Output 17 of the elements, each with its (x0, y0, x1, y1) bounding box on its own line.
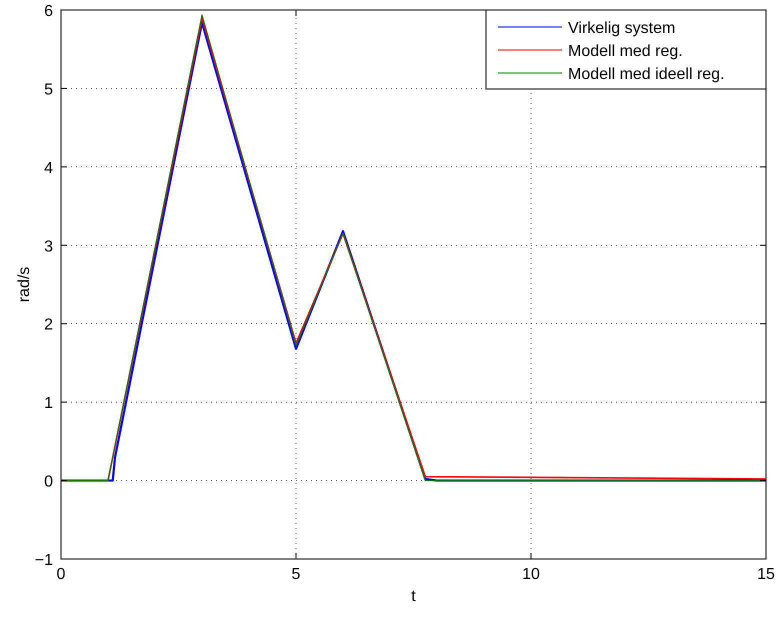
y-axis-title: rad/s (16, 266, 33, 302)
legend-label: Modell med reg. (568, 43, 683, 60)
y-tick-label: 2 (44, 316, 54, 334)
y-tick-label: 3 (44, 238, 54, 256)
x-axis-title: t (411, 588, 416, 605)
legend-label: Modell med ideell reg. (568, 66, 725, 83)
y-tick-label: 4 (44, 160, 54, 177)
legend-label: Virkelig system (568, 20, 676, 37)
y-tick-label: −1 (34, 552, 54, 569)
x-tick-label: 15 (757, 566, 775, 583)
y-tick-label: 1 (44, 395, 54, 412)
y-tick-label: 6 (44, 3, 54, 20)
y-tick-label: 0 (44, 474, 54, 491)
y-tick-label: 5 (44, 81, 54, 98)
x-tick-label: 5 (292, 566, 301, 583)
x-tick-label: 0 (56, 566, 66, 583)
x-tick-label: 10 (522, 566, 540, 583)
